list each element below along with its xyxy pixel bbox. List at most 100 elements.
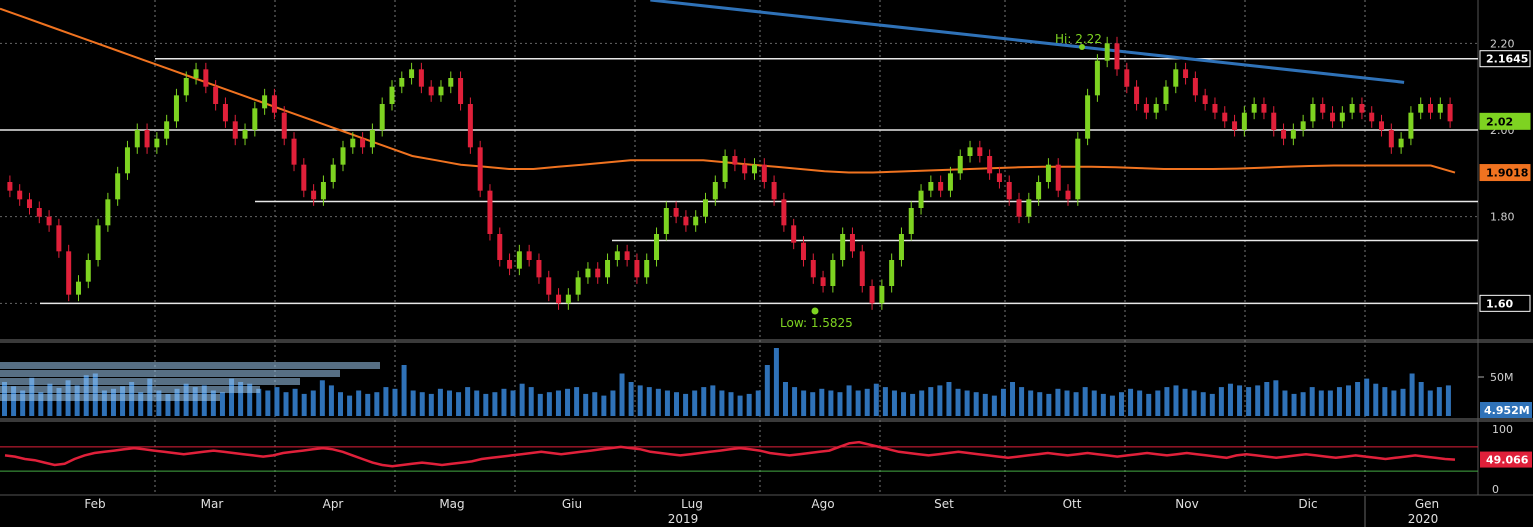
volume-bar bbox=[1237, 385, 1243, 416]
candle-body bbox=[1163, 86, 1169, 104]
volume-bar bbox=[446, 390, 452, 416]
candle-body bbox=[144, 130, 150, 148]
candle-body bbox=[996, 173, 1002, 182]
candle-body bbox=[732, 156, 738, 165]
candle-body bbox=[1447, 104, 1453, 122]
volume-bar bbox=[265, 390, 271, 416]
volume-bar bbox=[165, 393, 171, 416]
month-label: Gen bbox=[1415, 497, 1439, 511]
volume-bar bbox=[773, 348, 779, 416]
candle-body bbox=[428, 86, 434, 96]
volume-bar bbox=[1191, 390, 1197, 416]
volume-bar bbox=[1336, 387, 1342, 416]
month-label: Mag bbox=[439, 497, 464, 511]
volume-bar bbox=[846, 385, 852, 416]
volume-bar bbox=[310, 390, 316, 416]
volume-bar bbox=[928, 387, 934, 416]
candle-body bbox=[418, 69, 424, 87]
volume-bar bbox=[1173, 385, 1179, 416]
candle-body bbox=[781, 199, 787, 226]
candle-body bbox=[1369, 112, 1375, 122]
volume-bar bbox=[946, 382, 952, 416]
volume-bar bbox=[437, 388, 443, 416]
candle-body bbox=[1192, 78, 1198, 96]
candle-body bbox=[1065, 190, 1071, 200]
candle-body bbox=[252, 108, 258, 130]
volume-bar bbox=[792, 387, 798, 416]
candle-body bbox=[1173, 69, 1179, 87]
candle-body bbox=[1183, 69, 1189, 78]
candle-body bbox=[1388, 130, 1394, 148]
volume-bar bbox=[1282, 390, 1288, 416]
candle-body bbox=[683, 216, 689, 226]
volume-bar bbox=[610, 390, 616, 416]
candle-body bbox=[350, 138, 356, 148]
volume-profile-bar bbox=[0, 362, 380, 369]
candle-body bbox=[291, 138, 297, 165]
volume-bar bbox=[247, 383, 253, 416]
candle-body bbox=[222, 104, 228, 122]
candle-body bbox=[654, 234, 660, 260]
volume-bar bbox=[1000, 388, 1006, 416]
volume-bar bbox=[1427, 390, 1433, 416]
volume-bar bbox=[1028, 390, 1034, 416]
volume-bar bbox=[746, 393, 752, 416]
candle-body bbox=[800, 242, 806, 260]
candle-body bbox=[977, 147, 983, 156]
candle-body bbox=[722, 156, 728, 182]
candle-body bbox=[1359, 104, 1365, 113]
candle-body bbox=[898, 234, 904, 260]
volume-bar bbox=[719, 390, 725, 416]
candle-body bbox=[1349, 104, 1355, 113]
volume-bar bbox=[192, 387, 198, 416]
candle-body bbox=[173, 95, 179, 122]
volume-bar bbox=[283, 392, 289, 416]
volume-bar bbox=[229, 378, 235, 416]
volume-bar bbox=[1073, 392, 1079, 416]
candle-body bbox=[56, 225, 62, 252]
volume-bar bbox=[1218, 387, 1224, 416]
candle-body bbox=[565, 294, 571, 304]
volume-bar bbox=[1445, 385, 1451, 416]
volume-bar bbox=[1364, 378, 1370, 416]
candle-body bbox=[203, 69, 209, 87]
candle-body bbox=[1379, 121, 1385, 130]
candle-body bbox=[1251, 104, 1257, 113]
candle-body bbox=[311, 190, 317, 200]
volume-bar bbox=[20, 390, 26, 416]
volume-bar bbox=[728, 392, 734, 416]
volume-bar bbox=[292, 388, 298, 416]
rsi-tick-label: 0 bbox=[1492, 483, 1499, 496]
volume-bar bbox=[1055, 388, 1061, 416]
volume-bar bbox=[1137, 390, 1143, 416]
candle-body bbox=[1212, 104, 1218, 113]
candle-body bbox=[1124, 69, 1130, 87]
candle-body bbox=[810, 260, 816, 278]
volume-bar bbox=[1318, 390, 1324, 416]
volume-bar bbox=[356, 390, 362, 416]
volume-bar bbox=[1273, 380, 1279, 416]
volume-bar bbox=[901, 392, 907, 416]
month-label: Set bbox=[934, 497, 954, 511]
volume-bar bbox=[383, 387, 389, 416]
candle-body bbox=[536, 260, 542, 278]
volume-bar bbox=[456, 392, 462, 416]
candle-body bbox=[820, 277, 826, 286]
volume-bar bbox=[628, 382, 634, 416]
candle-body bbox=[1036, 182, 1042, 200]
candle-body bbox=[947, 173, 953, 191]
candle-body bbox=[712, 182, 718, 200]
volume-bar bbox=[565, 388, 571, 416]
volume-bar bbox=[38, 392, 44, 416]
volume-bar bbox=[1327, 390, 1333, 416]
candle-body bbox=[849, 234, 855, 252]
volume-bar bbox=[374, 392, 380, 416]
candle-body bbox=[507, 260, 513, 269]
volume-bar bbox=[764, 365, 770, 416]
candle-body bbox=[595, 268, 601, 278]
candle-body bbox=[1075, 138, 1081, 200]
rsi-badge bbox=[1480, 451, 1532, 468]
candle-body bbox=[1143, 104, 1149, 113]
volume-bar bbox=[710, 385, 716, 416]
